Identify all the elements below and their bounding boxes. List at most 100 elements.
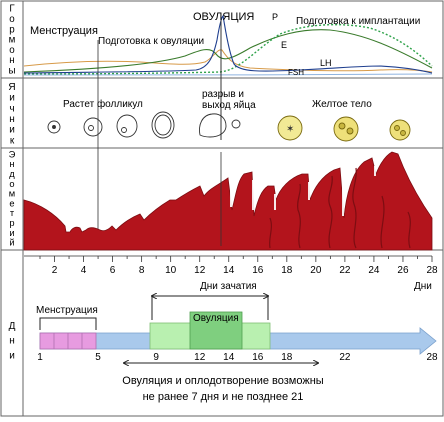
label-timeline-ovulation: Овуляция	[193, 313, 239, 324]
label-follicle-growth: Растет фолликул	[63, 98, 143, 110]
estrogen-curve	[23, 29, 433, 73]
label-e: E	[281, 40, 287, 50]
follicle-1-icon	[47, 120, 61, 134]
side-label-letter: т	[10, 208, 15, 218]
timeline-day-label: 18	[281, 352, 293, 363]
side-label-letter: Э	[9, 149, 16, 159]
axis-tick-label: 24	[368, 265, 380, 276]
axis-tick-label: 20	[310, 265, 322, 276]
axis-unit-label: Дни	[414, 281, 432, 292]
timeline-day-label: 22	[339, 352, 351, 363]
svg-text:✶: ✶	[286, 124, 294, 135]
side-label-letter: р	[9, 24, 15, 35]
endometrium-tissue	[23, 151, 433, 251]
axis-tick-label: 28	[426, 265, 438, 276]
side-label-letter: о	[9, 14, 15, 25]
side-label-letter: м	[9, 35, 16, 46]
corpus-luteum-3-icon	[389, 119, 411, 141]
label-prep-implantation: Подготовка к имплантации	[296, 16, 420, 27]
side-label-letter: и	[9, 93, 15, 104]
axis-tick-label: 18	[281, 265, 293, 276]
side-label-letter: н	[9, 159, 14, 169]
side-label-letter: ы	[8, 65, 15, 76]
progesterone-curve	[23, 23, 433, 75]
follicle-stages: ✶	[47, 111, 411, 142]
spiral-arteries	[268, 167, 411, 249]
note-line-2: не ранее 7 дня и не позднее 21	[143, 391, 304, 403]
side-label-letter: ч	[9, 103, 14, 114]
ruptured-follicle-icon	[199, 113, 241, 138]
label-lh: LH	[320, 58, 332, 68]
note-line-1: Овуляция и оплодотворение возможны	[122, 375, 323, 387]
label-ovulation: ОВУЛЯЦИЯ	[193, 11, 254, 23]
timeline-day-label: 28	[426, 352, 438, 363]
side-label-letter: и	[9, 125, 15, 136]
label-prep-ovulation: Подготовка к овуляции	[98, 36, 204, 47]
axis-tick-label: 26	[397, 265, 409, 276]
follicle-3-icon	[116, 114, 138, 138]
follicle-2-icon	[83, 117, 103, 137]
label-p: P	[272, 12, 278, 22]
side-label-letter: н	[9, 55, 14, 66]
axis-tick-label: 8	[139, 265, 145, 276]
label-timeline-menstruation: Менструация	[36, 305, 98, 316]
menstruation-segment-dividers	[53, 333, 83, 349]
side-label-letter: Г	[9, 4, 15, 15]
side-label-letter: и	[9, 350, 15, 361]
axis-tick-label: 2	[52, 265, 58, 276]
side-label-letter: к	[10, 135, 15, 146]
lh-curve	[23, 14, 433, 74]
gland-highlights	[230, 166, 376, 216]
day-axis-ticks: 2 4 6 8 10 12 14 16 18 20 22 24 26 28	[39, 256, 438, 276]
axis-tick-label: 6	[110, 265, 116, 276]
timeline-day-label: 9	[153, 352, 159, 363]
timeline-day-labels: 1 5 9 12 14 16 18 22 28	[37, 352, 438, 363]
axis-tick-label: 22	[339, 265, 351, 276]
label-rupture-1: разрыв и	[202, 89, 244, 100]
axis-tick-label: 10	[165, 265, 177, 276]
timeline-day-label: 12	[194, 352, 206, 363]
axis-tick-label: 12	[194, 265, 206, 276]
side-label-letter: й	[9, 238, 14, 248]
timeline-day-label: 1	[37, 352, 43, 363]
timeline-day-label: 16	[252, 352, 264, 363]
label-conception-days: Дни зачатия	[200, 281, 257, 292]
follicle-4-icon	[151, 111, 175, 139]
corpus-luteum-2-icon	[333, 116, 359, 142]
axis-tick-label: 4	[81, 265, 87, 276]
side-label-letter: н	[9, 336, 15, 347]
side-label-letter: о	[9, 179, 14, 189]
baseline-curve	[23, 73, 433, 76]
corpus-luteum-1-icon: ✶	[277, 115, 303, 141]
label-rupture-2: выход яйца	[202, 100, 256, 111]
timeline-day-label: 5	[95, 352, 101, 363]
side-label-letter: е	[9, 198, 14, 208]
endometrium-layer	[23, 151, 433, 251]
side-label-letter: м	[9, 189, 15, 199]
label-menstruation: Менструация	[30, 25, 98, 37]
side-label-letter: д	[9, 169, 15, 179]
side-label-letter: и	[9, 228, 14, 238]
axis-tick-label: 16	[252, 265, 264, 276]
side-label-letter: о	[9, 45, 15, 56]
ovulation-segment	[189, 311, 243, 350]
fsh-curve	[23, 49, 433, 73]
axis-tick-label: 14	[223, 265, 235, 276]
hormone-curves	[23, 14, 433, 76]
label-corpus-luteum: Желтое тело	[312, 99, 372, 110]
conception-bracket	[151, 295, 269, 320]
timeline-day-label: 14	[223, 352, 235, 363]
label-fsh: FSH	[288, 68, 304, 77]
side-label-letter: Д	[9, 321, 16, 332]
side-label-letter: р	[9, 218, 14, 228]
side-label-days: Дни	[9, 321, 16, 361]
menstruation-bracket	[39, 317, 97, 330]
side-label-letter: Я	[8, 82, 15, 93]
side-label-letter: н	[9, 114, 15, 125]
